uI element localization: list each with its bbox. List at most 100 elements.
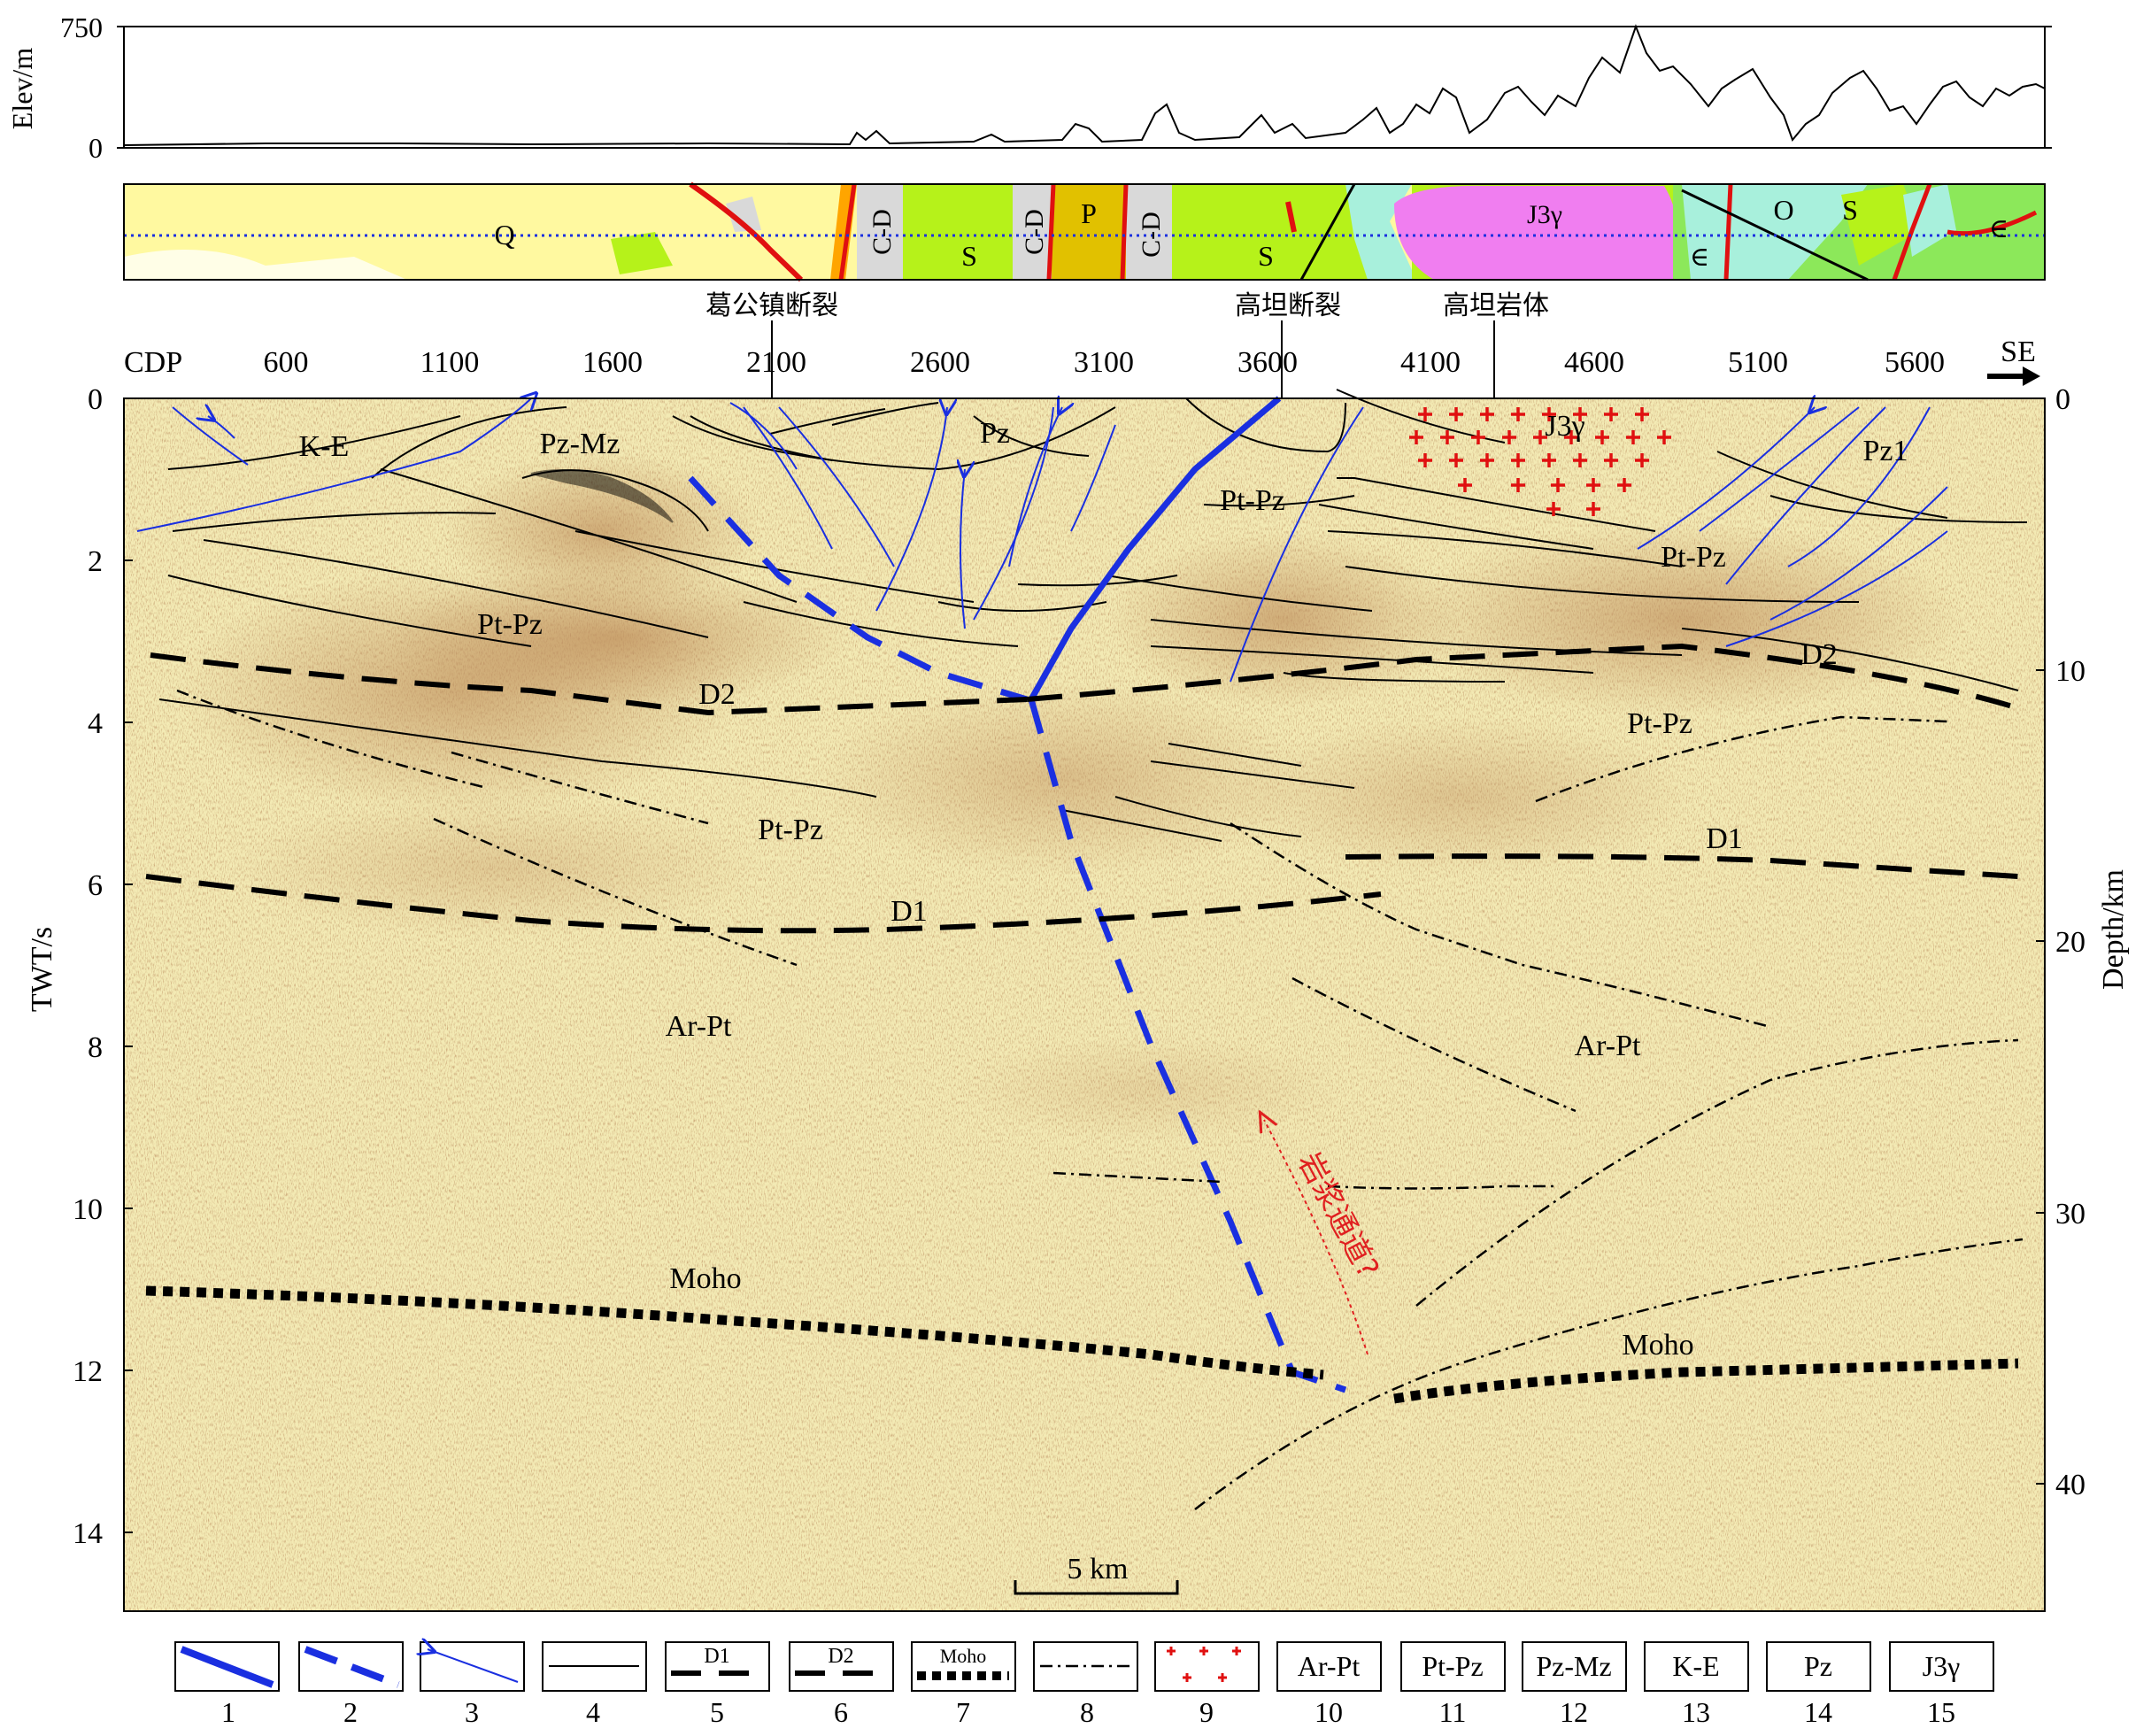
legend-item-4: 4	[542, 1641, 647, 1728]
legend: 1 2 3 4 D1 5 D2 6	[174, 1641, 1994, 1728]
label-moho-right: Moho	[1622, 1329, 1693, 1362]
legend-number-7: 7	[956, 1696, 970, 1728]
unit-cd-3	[1126, 184, 1172, 280]
red-cross-icon	[1511, 478, 1525, 492]
gaotan-pluton-label: 高坦岩体	[1443, 290, 1549, 321]
label-pz: Pz	[980, 417, 1010, 450]
cdp-tick-5600: 5600	[1885, 346, 1945, 379]
section-frame	[123, 397, 2046, 1612]
geo-label-cd-3: C-D	[1137, 212, 1166, 258]
legend-item-9: 9	[1154, 1641, 1260, 1728]
d1-line-right	[1345, 853, 2019, 879]
legend-item-2: 2	[298, 1641, 404, 1728]
legend-number-13: 13	[1682, 1696, 1710, 1728]
unit-p	[1052, 184, 1126, 280]
depth-tick-20: 20	[2055, 926, 2085, 959]
geo-label-q: Q	[494, 219, 514, 251]
twt-tick-0: 0	[88, 383, 103, 416]
cdp-tick-1100: 1100	[420, 346, 480, 379]
red-cross-icon	[1449, 407, 1463, 421]
secondary-faults	[136, 398, 1948, 683]
legend-number-2: 2	[343, 1696, 358, 1728]
legend-number-9: 9	[1199, 1696, 1214, 1728]
label-ptpz-right-top: Pt-Pz	[1661, 541, 1726, 574]
unit-cd-1	[857, 184, 903, 280]
twt-tick-12: 12	[73, 1355, 103, 1388]
red-cross-icon	[1586, 502, 1600, 516]
cdp-axis-label: CDP	[124, 346, 182, 379]
geology-map-strip: Q C-D S C-D P C-D S J3γ ∈ O S ∈	[123, 181, 2046, 282]
gegong-fault-label: 葛公镇断裂	[705, 290, 838, 321]
label-moho-left: Moho	[669, 1262, 741, 1295]
legend-item-12: Pz-Mz 12	[1522, 1641, 1627, 1728]
legend-text-pz: Pz	[1804, 1650, 1832, 1682]
legend-text-d1: D1	[704, 1645, 729, 1668]
red-cross-icon	[1657, 430, 1671, 444]
legend-number-12: 12	[1560, 1696, 1588, 1728]
moho-line-right	[1393, 1358, 2019, 1404]
seismic-section: 岩浆通道? K-E Pz-Mz Pz Pt-Pz J3γ Pz1 Pt-Pz P…	[123, 389, 2046, 1612]
red-cross-icon	[1449, 453, 1463, 467]
geo-label-cd-2: C-D	[1020, 209, 1049, 255]
legend-item-7: Moho 7	[911, 1641, 1016, 1728]
red-cross-icon	[1480, 453, 1494, 467]
twt-axis-label: TWT/s	[26, 927, 58, 1012]
twt-tick-4: 4	[88, 707, 103, 740]
legend-number-14: 14	[1804, 1696, 1832, 1728]
gaotan-fault-label: 高坦断裂	[1235, 290, 1341, 321]
cdp-tick-2600: 2600	[910, 346, 970, 379]
geo-label-s-3: S	[1842, 194, 1858, 226]
section-labels: K-E Pz-Mz Pz Pt-Pz J3γ Pz1 Pt-Pz Pt-Pz D…	[299, 410, 1908, 1362]
cdp-tick-600: 600	[264, 346, 309, 379]
d2-line-right	[1026, 643, 2019, 711]
direction-label: SE	[2001, 336, 2036, 368]
twt-tick-14: 14	[73, 1517, 103, 1550]
unit-cd-2	[1013, 184, 1052, 280]
legend-number-6: 6	[834, 1696, 848, 1728]
legend-number-5: 5	[710, 1696, 724, 1728]
cdp-tick-2100: 2100	[746, 346, 806, 379]
legend-text-pzmz: Pz-Mz	[1536, 1650, 1611, 1682]
label-arpt-right: Ar-Pt	[1575, 1030, 1641, 1062]
red-cross-icon	[1511, 453, 1525, 467]
red-cross-icon	[1604, 407, 1618, 421]
cdp-tick-4100: 4100	[1400, 346, 1461, 379]
legend-item-10: Ar-Pt 10	[1276, 1641, 1382, 1728]
cdp-tick-5100: 5100	[1728, 346, 1788, 379]
red-cross-icon	[1542, 453, 1556, 467]
scale-bar-label: 5 km	[1068, 1553, 1129, 1586]
red-cross-icon	[1533, 430, 1547, 444]
cdp-axis: CDP 600 1100 1600 2100 2600 3100 3600 41…	[124, 336, 2040, 386]
legend-number-1: 1	[221, 1696, 235, 1728]
place-names: 葛公镇断裂 高坦断裂 高坦岩体	[705, 290, 1549, 398]
moho-line-left	[145, 1285, 1324, 1380]
pluton-crosses	[1409, 407, 1671, 516]
depth-axis-label: Depth/km	[2097, 869, 2130, 990]
unit-s-1	[903, 184, 1013, 280]
depth-tick-10: 10	[2055, 655, 2085, 688]
d2-line-left	[150, 652, 1028, 716]
deep-fault-inferred	[1028, 698, 1347, 1393]
twt-tick-6: 6	[88, 869, 103, 902]
label-ptpz-left: Pt-Pz	[477, 608, 543, 641]
legend-text-d2: D2	[828, 1645, 853, 1668]
twt-tick-8: 8	[88, 1031, 103, 1064]
red-cross-icon	[1551, 478, 1565, 492]
twt-tick-2: 2	[88, 545, 103, 578]
label-d2-right: D2	[1800, 638, 1838, 671]
geo-label-j3g: J3γ	[1527, 200, 1562, 229]
magma-channel-arrow	[1264, 1120, 1368, 1355]
dash-dot-lines	[176, 689, 2024, 1510]
twt-tick-10: 10	[73, 1193, 103, 1226]
label-pzmz: Pz-Mz	[540, 428, 621, 460]
twt-axis: 0 2 4 6 8 10 12 14 TWT/s	[26, 383, 133, 1550]
label-ke: K-E	[299, 430, 350, 463]
label-d1-right: D1	[1706, 822, 1743, 855]
geo-label-p: P	[1081, 197, 1097, 229]
legend-item-13: K-E 13	[1644, 1641, 1749, 1728]
cdp-tick-3600: 3600	[1237, 346, 1298, 379]
scale-bar: 5 km	[1014, 1553, 1179, 1595]
legend-item-8: 8	[1033, 1641, 1138, 1728]
legend-text-ptpz: Pt-Pz	[1422, 1650, 1483, 1682]
